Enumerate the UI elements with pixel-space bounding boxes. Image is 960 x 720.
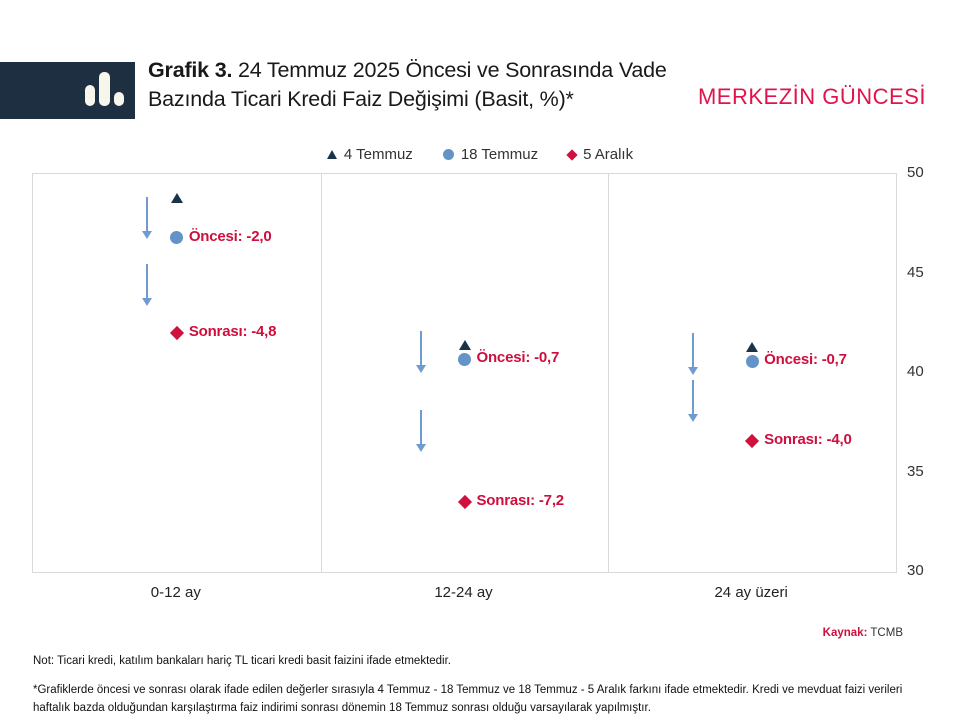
brand-logo bbox=[0, 62, 135, 119]
down-arrow-icon bbox=[415, 331, 426, 374]
legend-label: 5 Aralık bbox=[583, 146, 634, 163]
x-category-label: 0-12 ay bbox=[150, 584, 201, 601]
panel-divider bbox=[320, 174, 322, 572]
masthead: MERKEZİN GÜNCESİ bbox=[697, 84, 926, 109]
marker-18-temmuz-circle bbox=[170, 231, 184, 245]
data-label-oncesi: Öncesi: -2,0 bbox=[188, 227, 272, 245]
chart-title-number: Grafik 3. bbox=[148, 58, 233, 82]
legend-item: 4 Temmuz bbox=[326, 146, 413, 163]
legend-item: 5 Aralık bbox=[566, 146, 634, 163]
triangle-icon bbox=[326, 150, 337, 159]
y-tick-label: 35 bbox=[907, 462, 924, 480]
x-category-label: 24 ay üzeri bbox=[714, 584, 788, 601]
down-arrow-icon bbox=[688, 333, 699, 376]
legend-label: 18 Temmuz bbox=[460, 146, 539, 163]
footnote-text: *Grafiklerde öncesi ve sonrası olarak if… bbox=[33, 684, 903, 714]
chart-title-text: 24 Temmuz 2025 Öncesi ve Sonrasında Vade… bbox=[148, 58, 667, 111]
source-line: Kaynak: TCMB bbox=[823, 627, 903, 639]
down-arrow-icon bbox=[688, 379, 699, 422]
marker-5-aralik-diamond bbox=[457, 495, 472, 510]
x-axis: 0-12 ay 12-24 ay 24 ay üzeri bbox=[32, 584, 895, 604]
y-tick-label: 30 bbox=[907, 562, 924, 579]
x-category-label: 12-24 ay bbox=[434, 584, 493, 601]
down-arrow-icon bbox=[141, 196, 152, 239]
marker-4-temmuz-triangle bbox=[458, 340, 471, 351]
circle-icon bbox=[442, 149, 454, 160]
chart-title: Grafik 3. 24 Temmuz 2025 Öncesi ve Sonra… bbox=[148, 56, 704, 114]
marker-18-temmuz-circle bbox=[458, 352, 471, 366]
note-text: Not: Ticari kredi, katılım bankaları har… bbox=[33, 655, 451, 667]
data-label-oncesi: Öncesi: -0,7 bbox=[764, 351, 847, 369]
bar-chart-icon bbox=[85, 72, 124, 106]
data-label-sonrasi: Sonrası: -4,0 bbox=[764, 430, 852, 448]
legend: 4 Temmuz 18 Temmuz 5 Aralık bbox=[0, 146, 960, 163]
y-tick-label: 40 bbox=[907, 363, 924, 380]
panel-divider bbox=[608, 174, 610, 572]
data-label-sonrasi: Sonrası: -4,8 bbox=[188, 323, 277, 341]
chart-plot: Öncesi: -2,0 Sonrası: -4,8 Öncesi: -0,7 Son… bbox=[32, 173, 897, 573]
data-label-sonrasi: Sonrası: -7,2 bbox=[476, 492, 565, 510]
y-axis: 50 45 40 35 30 bbox=[905, 164, 945, 579]
down-arrow-icon bbox=[141, 264, 152, 307]
marker-4-temmuz-triangle bbox=[746, 342, 759, 353]
legend-label: 4 Temmuz bbox=[343, 146, 413, 163]
marker-18-temmuz-circle bbox=[745, 354, 759, 368]
marker-5-aralik-diamond bbox=[745, 433, 760, 448]
source-label: Kaynak: bbox=[822, 627, 868, 639]
marker-5-aralik-diamond bbox=[169, 326, 184, 341]
diamond-icon bbox=[566, 148, 578, 161]
marker-4-temmuz-triangle bbox=[170, 192, 183, 203]
down-arrow-icon bbox=[415, 409, 426, 452]
source-value: TCMB bbox=[870, 627, 903, 639]
y-tick-label: 50 bbox=[907, 164, 924, 181]
legend-item: 18 Temmuz bbox=[442, 146, 539, 163]
y-tick-label: 45 bbox=[907, 263, 924, 281]
data-label-oncesi: Öncesi: -0,7 bbox=[476, 349, 560, 367]
